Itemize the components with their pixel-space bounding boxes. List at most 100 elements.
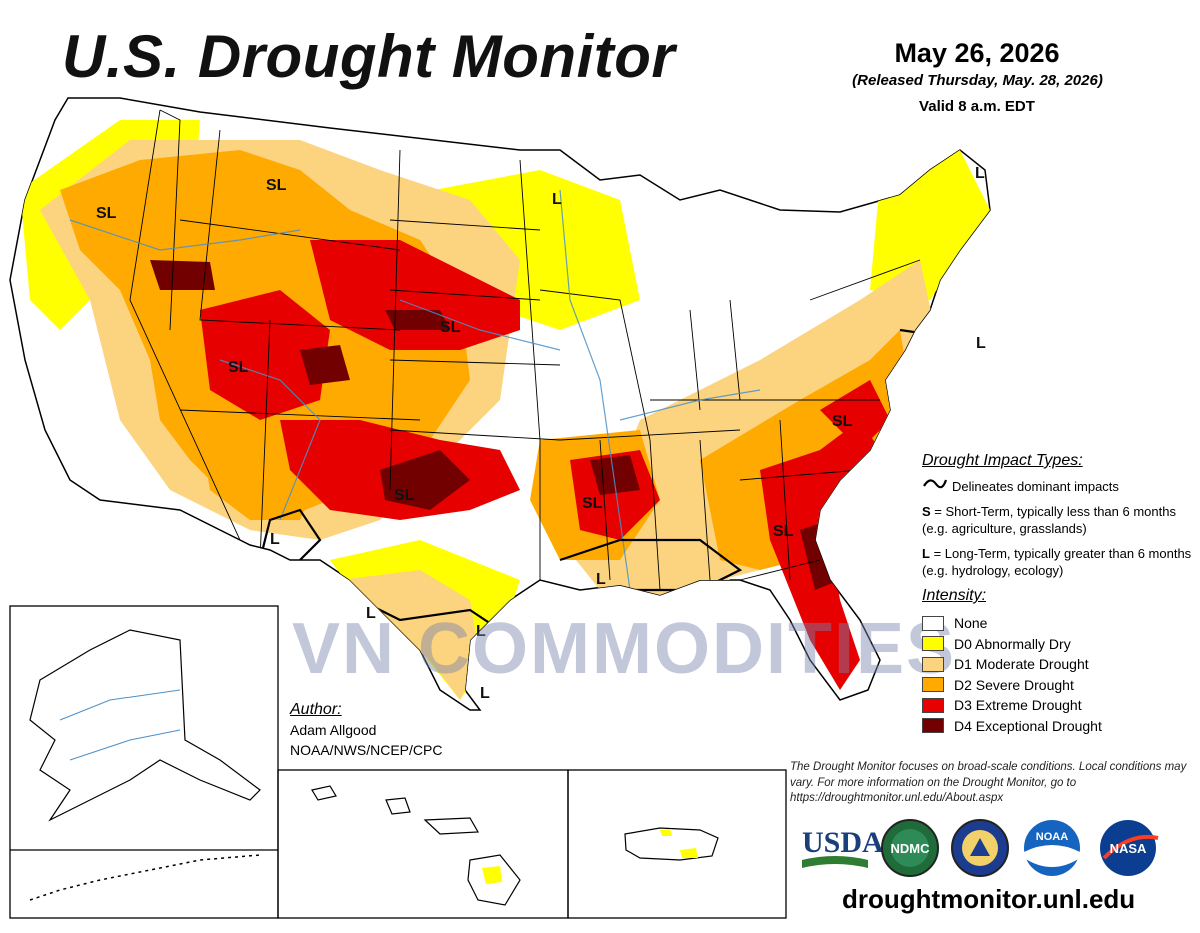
disclaimer-note: The Drought Monitor focuses on broad-sca… — [790, 761, 1187, 804]
d3-region-great-basin — [200, 290, 330, 420]
d3-region-arklatex — [570, 450, 660, 540]
map-label-oregon: SL — [96, 205, 117, 222]
map-title: U.S. Drought Monitor — [62, 23, 676, 90]
valid-time: Valid 8 a.m. EDT — [919, 98, 1035, 115]
agency-logos: USDA NDMC NOAA NASA — [802, 819, 1159, 877]
map-label-maine: L — [975, 165, 985, 182]
author-heading: Author: — [290, 701, 342, 718]
legend-row-d2: D2 Severe Drought — [922, 675, 1192, 696]
legend-panel: Drought Impact Types: Delineates dominan… — [922, 452, 1192, 736]
state-border-line — [259, 319, 271, 561]
state-border-line — [129, 109, 241, 541]
legend-swatch — [922, 718, 944, 734]
alaska-river-line — [69, 729, 181, 761]
map-label-nebraska: SL — [440, 319, 461, 336]
d4-region-arklatex — [590, 455, 640, 495]
intensity-legend: Intensity: None D0 Abnormally Dry D1 Mod… — [922, 587, 1192, 736]
svg-text:USDA: USDA — [802, 826, 884, 859]
alaska-inset-frame — [9, 605, 279, 919]
aleutian-islands — [29, 854, 261, 901]
noaa-logo: NOAA — [1024, 820, 1080, 876]
legend-row-d3: D3 Extreme Drought — [922, 695, 1192, 716]
map-label-arkansas: SL — [582, 495, 603, 512]
state-border-line — [539, 289, 651, 441]
state-border-line — [159, 109, 181, 331]
hawaii-island-kauai — [311, 785, 337, 801]
river-line — [69, 219, 301, 251]
state-border-line — [179, 219, 401, 251]
state-border-line — [779, 419, 791, 581]
d4-region-idaho — [150, 260, 215, 290]
legend-swatch — [922, 636, 944, 652]
legend-label: None — [954, 615, 988, 632]
impact-row-short-term: S = Short-Term, typically less than 6 mo… — [922, 503, 1192, 537]
puerto-rico-drought-area — [660, 829, 672, 836]
long-term-code: L — [922, 546, 930, 561]
river-line — [559, 189, 631, 591]
legend-label: D0 Abnormally Dry — [954, 635, 1071, 652]
hawaii-island-oahu — [385, 797, 411, 815]
state-border-line — [389, 149, 401, 491]
puerto-rico-inset-frame — [567, 769, 787, 919]
legend-row-d1: D1 Moderate Drought — [922, 654, 1192, 675]
alaska-river-line — [59, 689, 181, 721]
legend-swatch — [922, 615, 944, 631]
state-border-line — [389, 359, 561, 366]
puerto-rico-drought-area — [680, 848, 698, 858]
state-border-line — [649, 439, 661, 591]
legend-label: D2 Severe Drought — [954, 676, 1074, 693]
author-org: NOAA/NWS/NCEP/CPC — [290, 742, 443, 758]
ndmc-logo: NDMC — [881, 819, 939, 877]
legend-label: D4 Exceptional Drought — [954, 717, 1102, 734]
state-border-line — [519, 159, 541, 580]
d4-region-colorado — [300, 345, 350, 385]
state-border-line — [689, 309, 701, 411]
legend-label: D1 Moderate Drought — [954, 656, 1089, 673]
impact-row-long-term: L = Long-Term, typically greater than 6 … — [922, 545, 1192, 579]
hawaii-drought-area — [482, 866, 502, 884]
legend-swatch — [922, 656, 944, 672]
d3-region-plains — [310, 240, 520, 350]
map-label-texas-south: L — [480, 685, 490, 702]
d1-region-texas — [340, 570, 480, 700]
author-block: Author: Adam Allgood NOAA/NWS/NCEP/CPC — [290, 700, 442, 760]
legend-label: D3 Extreme Drought — [954, 697, 1082, 714]
state-border-line — [389, 429, 561, 441]
site-url: droughtmonitor.unl.edu — [842, 884, 1136, 914]
legend-row-d0: D0 Abnormally Dry — [922, 634, 1192, 655]
map-label-newmexico: L — [270, 531, 280, 548]
puerto-rico-outline — [624, 827, 719, 861]
map-label-oklahoma: SL — [394, 487, 415, 504]
d4-region-nebraska — [385, 310, 450, 330]
long-term-text: = Long-Term, typically greater than 6 mo… — [922, 546, 1192, 578]
state-border-line — [739, 559, 821, 581]
impact-row-delineates: Delineates dominant impacts — [922, 478, 1192, 495]
state-border-line — [809, 259, 921, 301]
map-label-minnesota: L — [552, 191, 562, 208]
map-label-texas-central: L — [476, 623, 486, 640]
map-date: May 26, 2026 — [894, 38, 1060, 68]
legend-swatch — [922, 697, 944, 713]
legend-row-d4: D4 Exceptional Drought — [922, 716, 1192, 737]
river-line — [399, 299, 561, 351]
d3-region-midatlantic — [820, 380, 890, 450]
state-border-line — [559, 429, 741, 441]
map-label-texas-west: L — [366, 605, 376, 622]
river-line — [619, 389, 761, 421]
svg-text:NDMC: NDMC — [891, 841, 931, 856]
state-border-line — [389, 289, 541, 301]
release-date: (Released Thursday, May. 28, 2026) — [852, 72, 1103, 89]
impact-delineation-line — [258, 508, 322, 561]
state-border-line — [179, 409, 421, 421]
short-term-text: = Short-Term, typically less than 6 mont… — [922, 504, 1176, 536]
impact-types-heading: Drought Impact Types: — [922, 452, 1083, 469]
state-border-line — [599, 439, 611, 581]
nasa-logo: NASA — [1100, 820, 1159, 876]
author-name: Adam Allgood — [290, 722, 377, 738]
map-label-carolina: SL — [832, 413, 853, 430]
state-border-line — [729, 299, 741, 401]
map-label-virginia: L — [976, 335, 986, 352]
map-label-louisiana: L — [596, 571, 606, 588]
alaska-outline — [29, 629, 261, 822]
